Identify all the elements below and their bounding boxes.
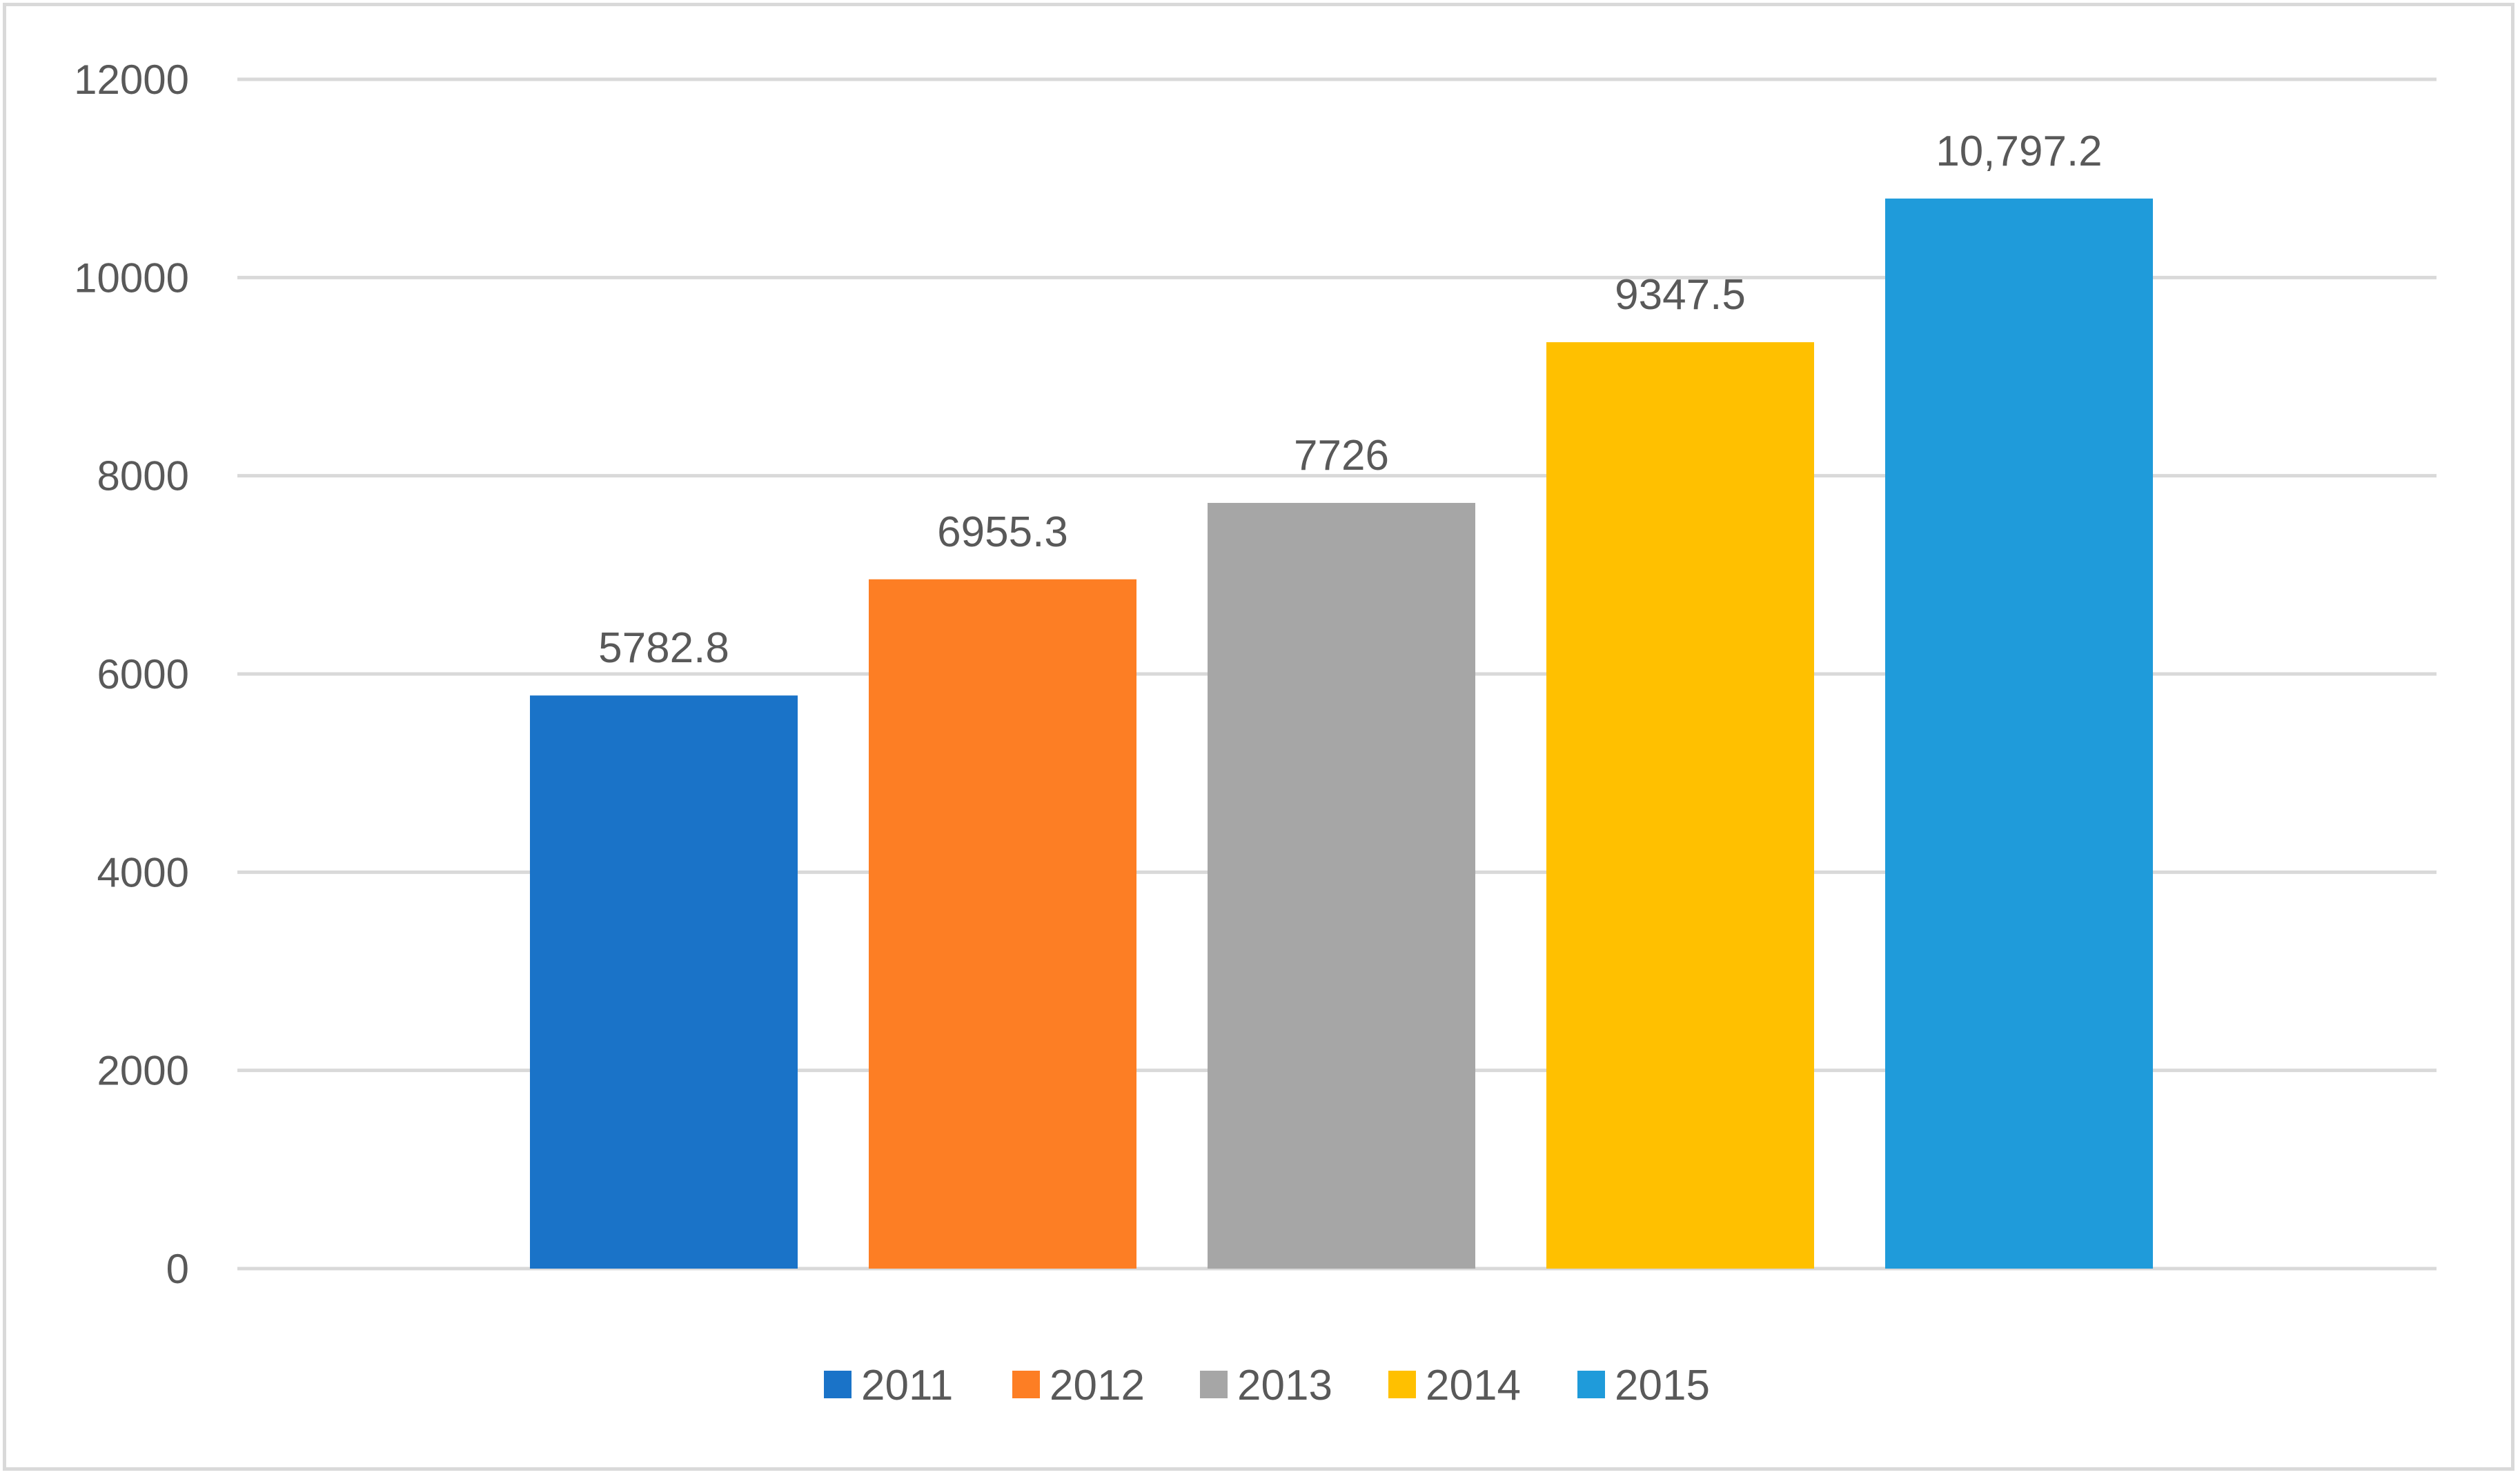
legend-label-2014: 2014 (1426, 1362, 1521, 1409)
bar-2013 (1208, 503, 1475, 1269)
data-labels: 5782.8 6955.3 7726 9347.5 10,797.2 (598, 128, 2102, 672)
bar-2012 (869, 579, 1136, 1269)
data-label-2013: 7726 (1294, 432, 1389, 479)
y-tick-label: 4000 (97, 849, 189, 895)
y-tick-label: 8000 (97, 453, 189, 499)
bar-2014 (1546, 342, 1814, 1269)
legend-swatch-2014 (1388, 1371, 1416, 1398)
y-tick-label: 12000 (74, 57, 189, 103)
chart-frame: 0 2000 4000 6000 8000 10000 12000 5782.8 6955.3… (3, 3, 2514, 1471)
legend-swatch-2012 (1012, 1371, 1040, 1398)
legend-swatch-2011 (824, 1371, 852, 1398)
legend-swatch-2013 (1200, 1371, 1228, 1398)
y-tick-label: 6000 (97, 651, 189, 697)
bar-chart: 0 2000 4000 6000 8000 10000 12000 5782.8 6955.3… (74, 57, 2437, 1409)
y-tick-label: 0 (166, 1246, 189, 1292)
data-label-2014: 9347.5 (1615, 271, 1746, 319)
y-axis-tick-labels: 0 2000 4000 6000 8000 10000 12000 (74, 57, 189, 1292)
y-tick-label: 2000 (97, 1048, 189, 1094)
y-tick-label: 10000 (74, 255, 189, 301)
legend-label-2011: 2011 (861, 1362, 953, 1409)
legend-label-2013: 2013 (1237, 1362, 1332, 1409)
legend-swatch-2015 (1577, 1371, 1605, 1398)
legend-label-2012: 2012 (1050, 1362, 1145, 1409)
data-label-2011: 5782.8 (598, 624, 729, 672)
bar-2015 (1885, 198, 2153, 1269)
bars (530, 198, 2153, 1269)
legend-label-2015: 2015 (1615, 1362, 1710, 1409)
data-label-2015: 10,797.2 (1936, 128, 2102, 175)
bar-2011 (530, 695, 798, 1269)
legend: 2011 2012 2013 2014 2015 (824, 1362, 1710, 1409)
data-label-2012: 6955.3 (937, 508, 1068, 556)
